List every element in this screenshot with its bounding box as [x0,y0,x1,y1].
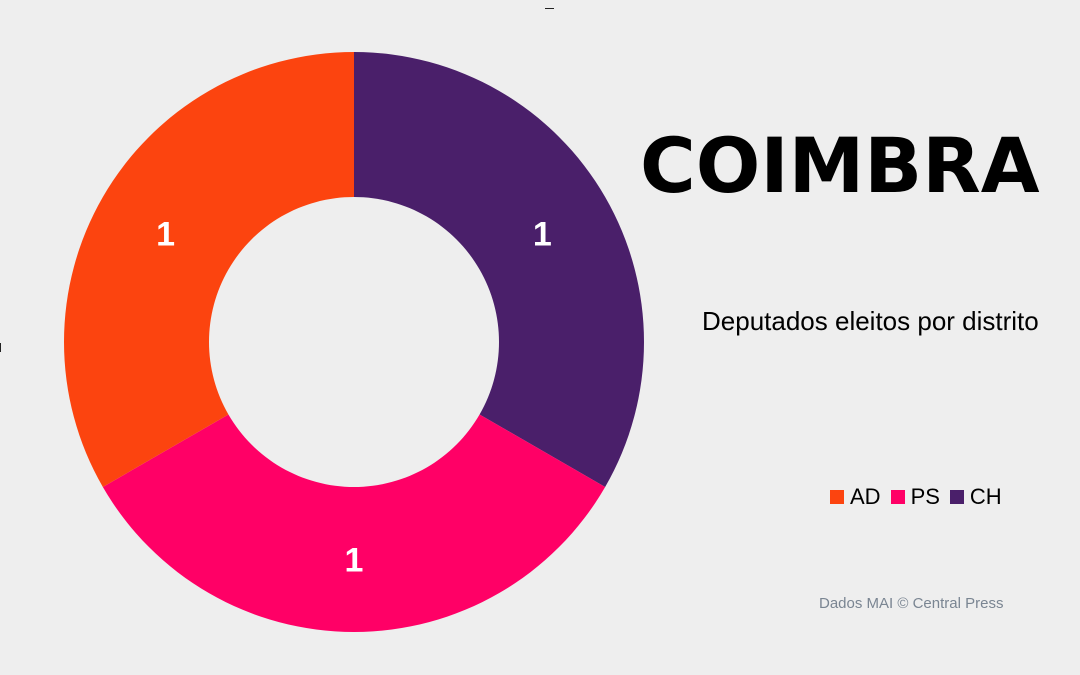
chart-legend: AD PS CH [830,484,1012,510]
source-credit: Dados MAI © Central Press [819,595,1004,612]
data-label-ch: 1 [533,215,552,253]
chart-title: COIMBRA [640,121,1040,210]
legend-label-ad: AD [850,484,881,509]
top-edge-mark [545,8,554,9]
chart-subtitle: Deputados eleitos por distrito [702,306,1039,336]
legend-label-ps: PS [910,484,940,509]
chart-slices [63,52,644,632]
slice-ad [63,52,354,487]
legend-swatch-ad [830,490,844,504]
left-edge-mark [0,343,1,352]
legend-swatch-ps [890,490,905,504]
slice-ch [354,52,644,487]
legend-label-ch: CH [969,484,1002,509]
legend-swatch-ch [949,490,964,504]
legend-item-ad: AD [830,484,881,510]
legend-item-ps: PS [890,484,940,510]
slice-ps [102,414,606,632]
data-label-ps: 1 [345,542,364,580]
chart-data-labels: 1 1 1 [156,215,552,579]
data-label-ad: 1 [156,215,175,253]
legend-item-ch: CH [949,484,1002,510]
